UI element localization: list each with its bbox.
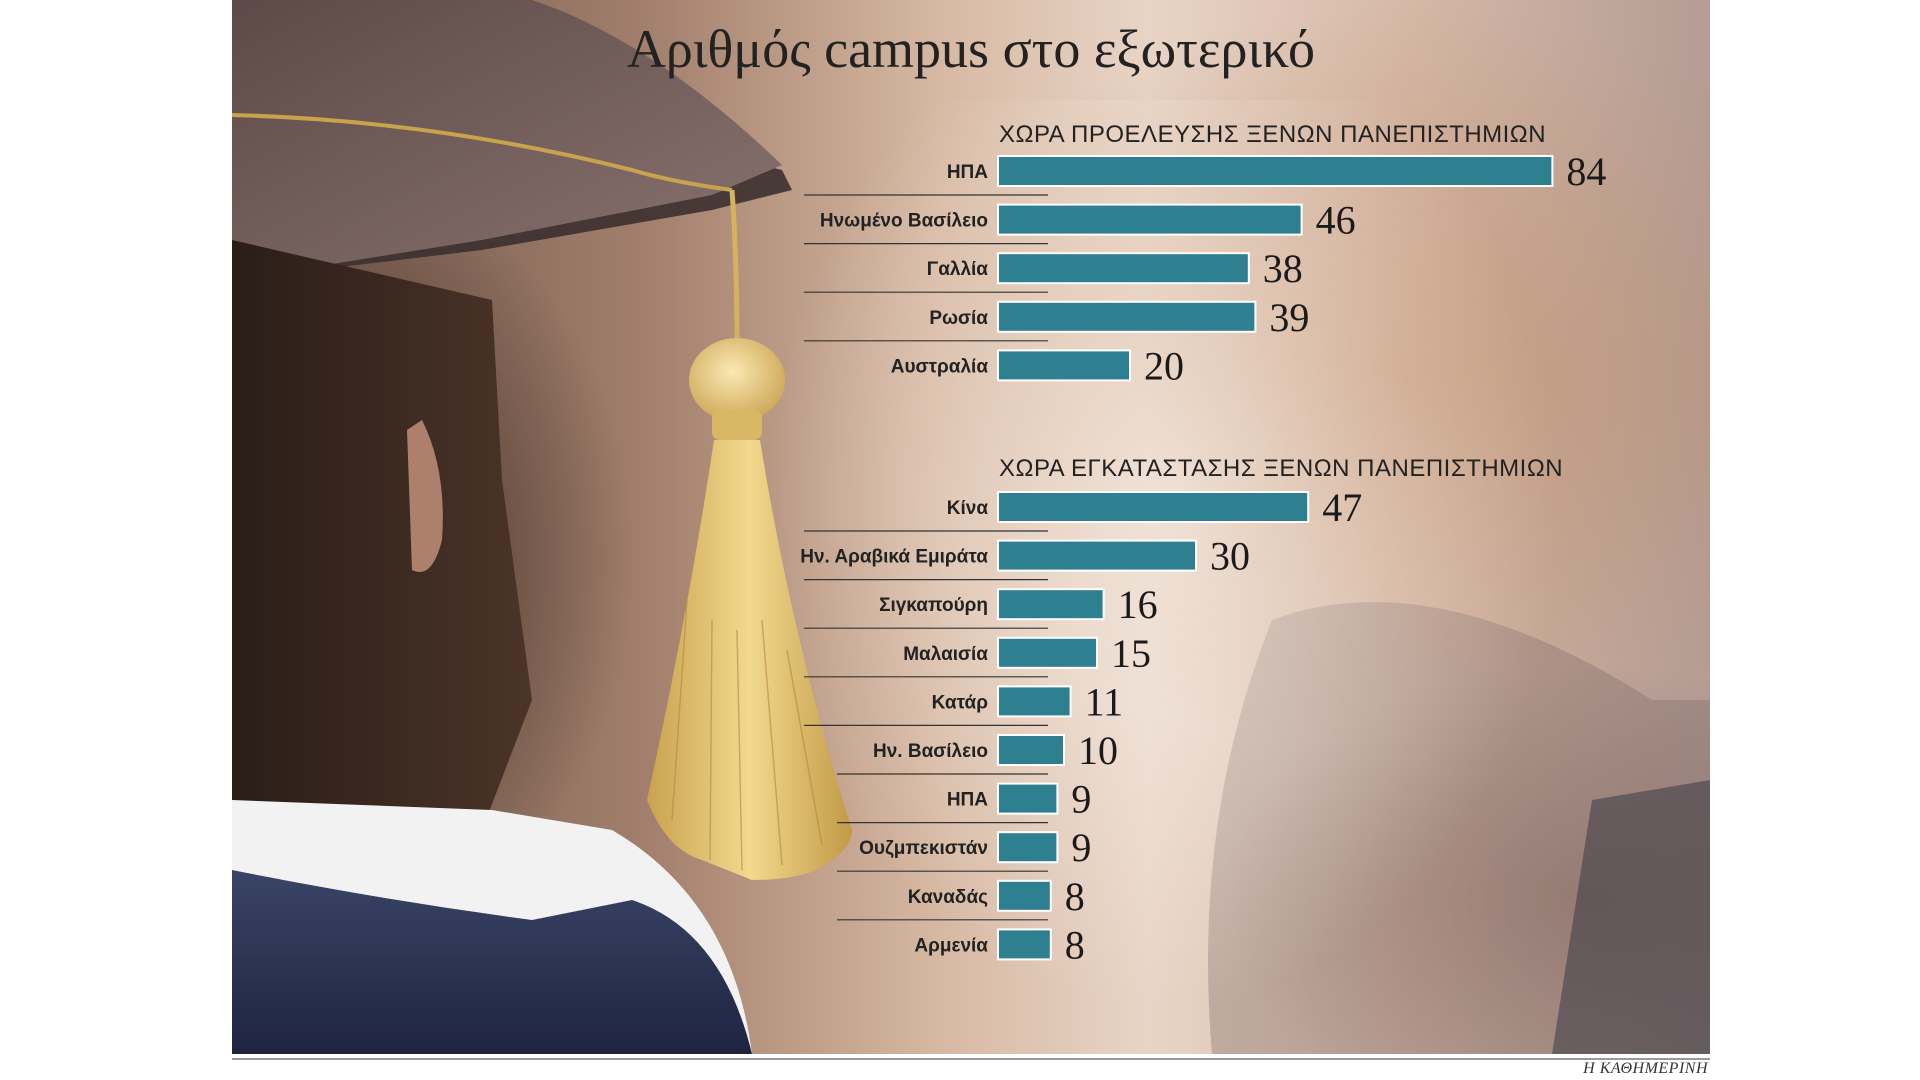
bar: [997, 734, 1065, 766]
bar: [997, 252, 1250, 285]
category-label: Κίνα: [947, 498, 989, 519]
category-label: ΗΠΑ: [947, 790, 988, 811]
value-label: 16: [1118, 582, 1158, 627]
category-label: Αυστραλία: [891, 356, 989, 377]
bar: [997, 831, 1059, 864]
value-label: 10: [1078, 728, 1118, 773]
value-label: 39: [1269, 295, 1309, 340]
category-label: Καναδάς: [908, 887, 988, 908]
category-label: Σιγκαπούρη: [879, 595, 988, 616]
category-label: Γαλλία: [927, 259, 989, 280]
category-label: Κατάρ: [932, 692, 989, 713]
section-title: ΧΩΡΑ ΕΓΚΑΤΑΣΤΑΣΗΣ ΞΕΝΩΝ ΠΑΝΕΠΙΣΤΗΜΙΩΝ: [999, 455, 1563, 482]
value-label: 84: [1566, 149, 1606, 194]
value-label: 11: [1085, 679, 1124, 724]
bar: [997, 879, 1052, 912]
category-label: Ηνωμένο Βασίλειο: [820, 211, 988, 232]
value-label: 20: [1144, 343, 1184, 388]
category-label: Ην. Αραβικά Εμιράτα: [800, 547, 988, 568]
value-label: 46: [1316, 198, 1356, 243]
value-label: 47: [1322, 485, 1362, 530]
category-label: Μαλαισία: [903, 644, 988, 665]
bottom-rule: [232, 1058, 1710, 1060]
bar: [997, 539, 1197, 572]
value-label: 8: [1065, 922, 1085, 967]
section-title: ΧΩΡΑ ΠΡΟΕΛΕΥΣΗΣ ΞΕΝΩΝ ΠΑΝΕΠΙΣΤΗΜΙΩΝ: [999, 121, 1546, 148]
value-label: 9: [1071, 777, 1091, 822]
category-label: Ην. Βασίλειο: [873, 741, 988, 762]
bar: [997, 203, 1303, 236]
value-label: 30: [1210, 534, 1250, 579]
bar: [997, 155, 1554, 187]
value-label: 15: [1111, 631, 1151, 676]
bar: [997, 636, 1098, 669]
origin-countries-section: ΧΩΡΑ ΠΡΟΕΛΕΥΣΗΣ ΞΕΝΩΝ ΠΑΝΕΠΙΣΤΗΜΙΩΝ ΗΠΑ 84…: [804, 121, 1606, 388]
bar: [997, 685, 1072, 718]
host-countries-section: ΧΩΡΑ ΕΓΚΑΤΑΣΤΑΣΗΣ ΞΕΝΩΝ ΠΑΝΕΠΙΣΤΗΜΙΩΝ Κίν…: [800, 455, 1563, 967]
bar: [997, 588, 1105, 621]
category-label: Αρμενία: [914, 935, 988, 956]
value-label: 9: [1071, 825, 1091, 870]
bar: [997, 300, 1257, 333]
bar: [997, 782, 1059, 815]
bar: [997, 928, 1052, 961]
chart-title: Αριθμός campus στο εξωτερικό: [626, 19, 1316, 79]
bar: [997, 349, 1131, 382]
value-label: 38: [1263, 246, 1303, 291]
bar: [997, 491, 1310, 523]
source-credit: Η ΚΑΘΗΜΕΡΙΝΗ: [1583, 1060, 1708, 1077]
category-label: Ουζμπεκιστάν: [859, 838, 988, 859]
category-label: ΗΠΑ: [947, 162, 988, 183]
chart-panel: Αριθμός campus στο εξωτερικό ΧΩΡΑ ΠΡΟΕΛΕ…: [232, 0, 1710, 1054]
category-label: Ρωσία: [929, 308, 988, 329]
value-label: 8: [1065, 874, 1085, 919]
